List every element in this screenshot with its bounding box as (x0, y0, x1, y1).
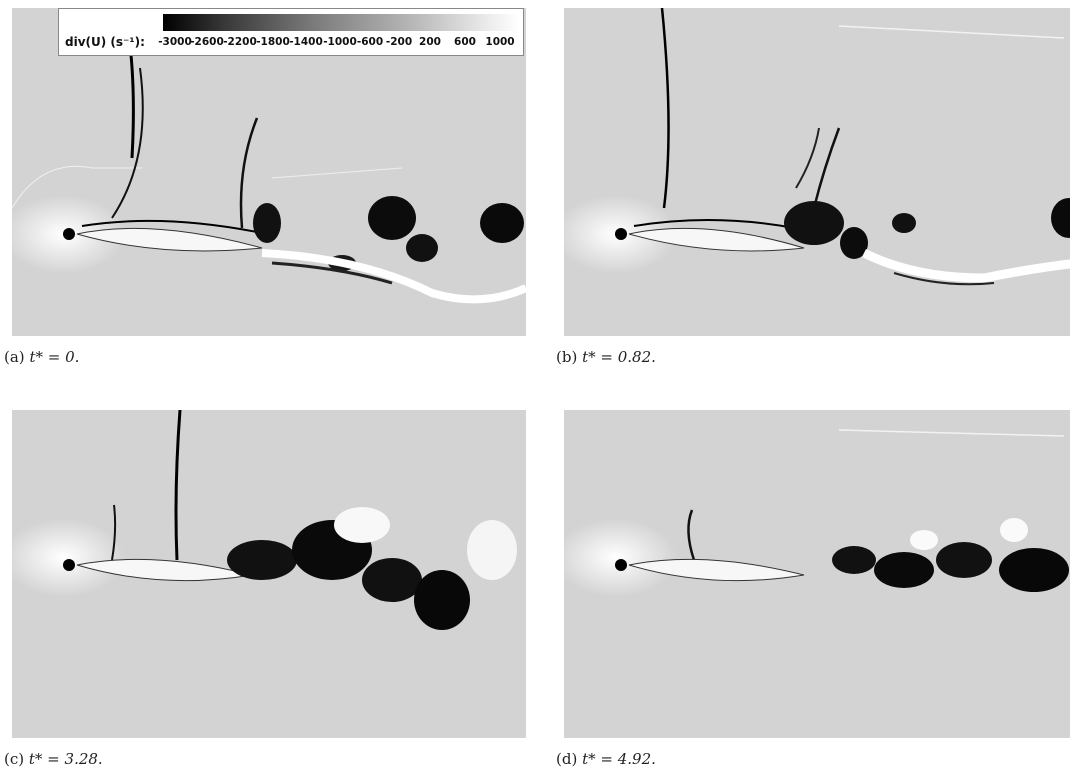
colorbar-tick: -600 (356, 36, 384, 48)
caption-label: (a) (4, 348, 25, 366)
caption-label: (d) (556, 750, 578, 768)
caption-equation: t* = 4.92. (582, 750, 656, 768)
colorbar-tick: -1400 (289, 36, 323, 48)
flow-field-b (564, 8, 1070, 336)
caption-a: (a) t* = 0. (4, 348, 79, 366)
caption-equation: t* = 3.28. (28, 750, 103, 768)
colorbar-tick: 200 (419, 36, 441, 48)
colorbar-gradient (163, 14, 519, 31)
colorbar: div(U) (s⁻¹): -3000 -2600 -2200 -1800 -1… (58, 8, 524, 56)
flow-field-c (12, 410, 526, 738)
colorbar-tick: -200 (385, 36, 413, 48)
colorbar-tick: -3000 (158, 36, 192, 48)
colorbar-tick: 600 (454, 36, 476, 48)
flow-field-d (564, 410, 1070, 738)
caption-b: (b) t* = 0.82. (556, 348, 656, 366)
colorbar-ticks: -3000 -2600 -2200 -1800 -1400 -1000 -600… (145, 36, 525, 52)
colorbar-tick: -1800 (256, 36, 290, 48)
caption-label: (b) (556, 348, 578, 366)
figure-panel-b (564, 8, 1070, 336)
figure-panel-c (12, 410, 526, 738)
figure-panel-d (564, 410, 1070, 738)
colorbar-tick: -2200 (223, 36, 257, 48)
flow-field-a (12, 8, 526, 336)
figure-panel-a: div(U) (s⁻¹): -3000 -2600 -2200 -1800 -1… (12, 8, 526, 336)
caption-equation: t* = 0. (29, 348, 80, 366)
colorbar-tick: -2600 (190, 36, 224, 48)
caption-d: (d) t* = 4.92. (556, 750, 656, 768)
caption-label: (c) (4, 750, 25, 768)
colorbar-title: div(U) (s⁻¹): (65, 35, 145, 49)
caption-c: (c) t* = 3.28. (4, 750, 103, 768)
colorbar-tick: -1000 (323, 36, 357, 48)
colorbar-tick: 1000 (485, 36, 515, 48)
caption-equation: t* = 0.82. (582, 348, 656, 366)
